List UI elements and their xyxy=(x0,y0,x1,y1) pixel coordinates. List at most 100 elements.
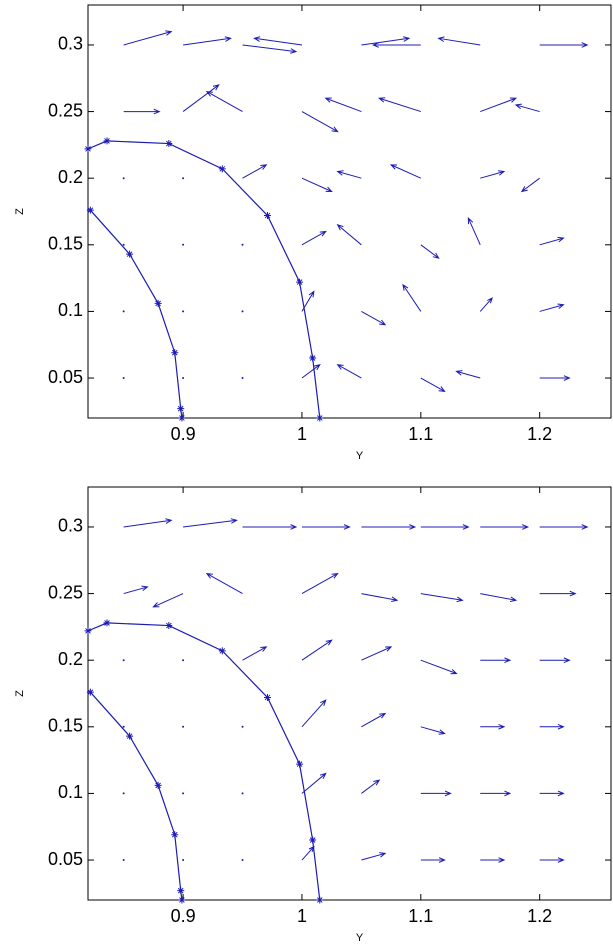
x-tick-label: 0.9 xyxy=(171,906,196,926)
star-marker xyxy=(178,896,186,904)
star-marker xyxy=(263,693,271,701)
vector-arrow xyxy=(420,593,464,603)
star-marker xyxy=(165,622,173,630)
star-marker xyxy=(86,688,94,696)
vector-arrow xyxy=(539,590,577,597)
plot-area xyxy=(87,486,612,901)
vector-arrow xyxy=(301,230,327,246)
vector-arrow xyxy=(539,657,571,663)
vector-arrow xyxy=(520,177,540,193)
vector-arrow xyxy=(205,90,243,113)
vector-arrow xyxy=(420,857,446,863)
star-marker xyxy=(171,349,179,357)
zero-vector xyxy=(122,243,125,246)
zero-vector xyxy=(122,859,125,862)
vector-arrow xyxy=(361,779,381,794)
zero-vector xyxy=(241,310,244,313)
zero-vector xyxy=(182,177,185,180)
vector-arrow xyxy=(361,524,417,530)
vector-arrow xyxy=(420,524,470,530)
vector-arrow xyxy=(242,646,268,661)
star-marker xyxy=(178,414,186,422)
plot-area xyxy=(87,4,612,419)
vector-arrow xyxy=(301,111,339,133)
star-marker xyxy=(126,732,134,740)
vector-arrow xyxy=(480,170,506,179)
star-marker xyxy=(218,647,226,655)
vector-arrow xyxy=(480,657,512,663)
vector-arrow xyxy=(371,42,421,48)
vector-arrow xyxy=(539,790,565,797)
y-tick-label: 0.3 xyxy=(58,34,83,54)
zero-vector xyxy=(182,310,185,313)
star-marker xyxy=(165,140,173,148)
y-axis-label: Z xyxy=(14,208,26,215)
y-axis-label: Z xyxy=(14,690,26,697)
x-tick-label: 1 xyxy=(297,906,307,926)
vector-arrow xyxy=(480,790,512,797)
zero-vector xyxy=(122,310,125,313)
vector-arrow xyxy=(420,377,446,392)
vector-arrow xyxy=(336,223,362,246)
zero-vector xyxy=(241,792,244,795)
vector-arrow xyxy=(539,857,565,863)
vector-arrow xyxy=(123,30,173,46)
zero-vector xyxy=(182,659,185,662)
vector-arrow xyxy=(253,36,303,46)
star-marker xyxy=(309,836,317,844)
vector-arrow xyxy=(402,283,422,312)
vector-arrow xyxy=(242,164,268,179)
vector-arrow xyxy=(420,244,440,259)
x-tick-label: 1.1 xyxy=(408,424,433,444)
vector-arrow xyxy=(183,518,238,528)
vector-arrow xyxy=(301,772,327,794)
zero-vector xyxy=(122,792,125,795)
zero-vector xyxy=(182,377,185,380)
x-tick-label: 1.1 xyxy=(408,906,433,926)
star-marker xyxy=(86,206,94,214)
star-marker xyxy=(316,896,324,904)
vector-arrow xyxy=(336,364,362,379)
zero-vector xyxy=(122,725,125,728)
star-marker xyxy=(84,145,92,153)
contour-line xyxy=(87,140,321,419)
star-marker xyxy=(309,354,317,362)
star-marker xyxy=(316,414,324,422)
x-tick-label: 0.9 xyxy=(171,424,196,444)
zero-vector xyxy=(122,377,125,380)
star-marker xyxy=(177,405,185,413)
zero-vector xyxy=(182,792,185,795)
vector-arrow xyxy=(437,36,481,46)
vector-arrow xyxy=(361,712,387,728)
star-marker xyxy=(296,278,304,286)
vector-arrow xyxy=(361,310,387,326)
y-tick-label: 0.15 xyxy=(48,234,83,254)
vector-arrow xyxy=(539,375,571,381)
y-tick-label: 0.3 xyxy=(58,516,83,536)
vector-arrow xyxy=(480,524,530,530)
vector-arrow xyxy=(324,97,362,113)
vector-arrow xyxy=(301,177,333,193)
vector-arrow xyxy=(123,518,173,528)
vector-arrow xyxy=(389,164,422,179)
y-tick-label: 0.15 xyxy=(48,716,83,736)
zero-vector xyxy=(241,859,244,862)
y-tick-label: 0.1 xyxy=(58,782,83,802)
vector-arrow xyxy=(182,84,220,112)
vector-arrow xyxy=(420,659,458,675)
star-marker xyxy=(84,627,92,635)
vector-arrow xyxy=(301,639,333,661)
vector-arrow xyxy=(361,646,393,661)
zero-vector xyxy=(241,377,244,380)
y-tick-label: 0.25 xyxy=(48,100,83,120)
star-marker xyxy=(126,250,134,258)
zero-vector xyxy=(241,725,244,728)
star-marker xyxy=(177,887,185,895)
zero-vector xyxy=(182,725,185,728)
vector-arrow xyxy=(480,593,518,603)
star-marker xyxy=(218,165,226,173)
vector-arrow xyxy=(301,572,339,595)
vector-arrow xyxy=(539,524,589,530)
vector-arrow xyxy=(539,42,589,48)
